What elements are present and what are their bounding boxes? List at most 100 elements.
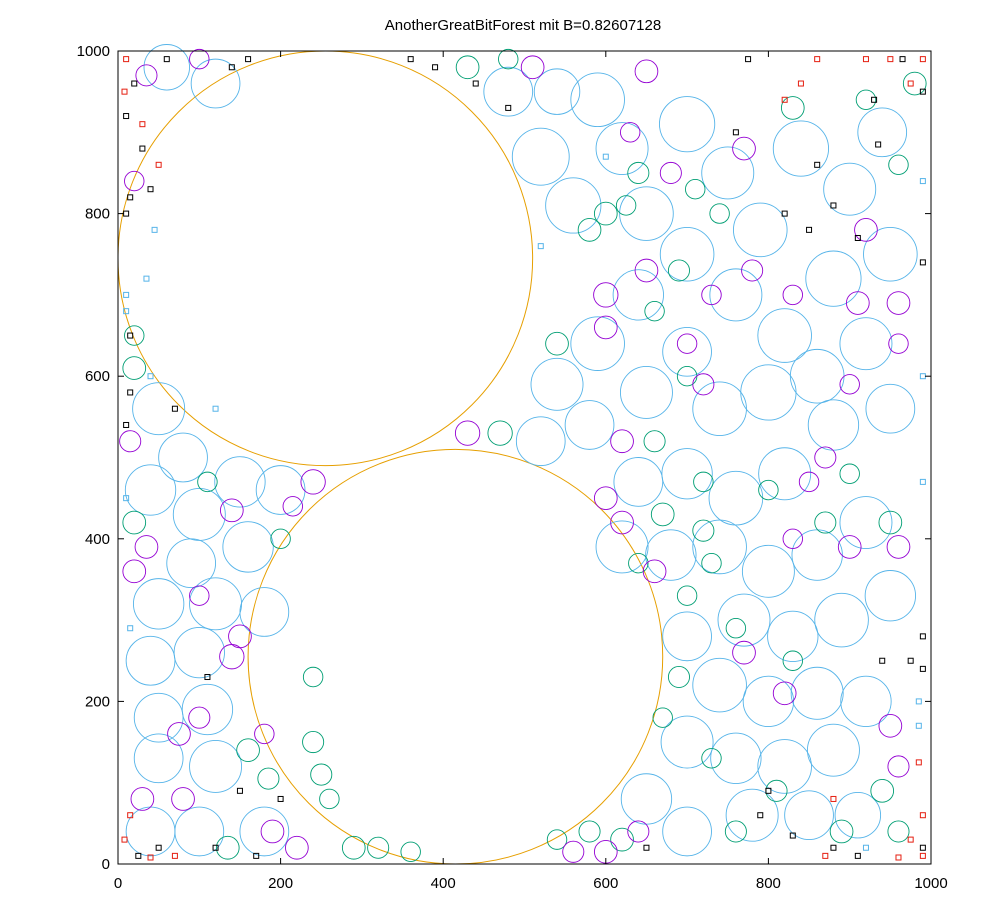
data-point-tiny-4-31 [919, 259, 926, 266]
data-point-small-3-37 [878, 713, 903, 738]
x-tick-label-3: 600 [593, 875, 618, 892]
data-point-medium-1-42 [662, 611, 712, 662]
data-point-small-2-43 [701, 552, 722, 574]
data-point-medium-1-60 [214, 456, 266, 508]
data-point-small-3-16 [593, 282, 619, 308]
data-point-small-2-53 [215, 835, 240, 860]
data-point-small-2-20 [610, 827, 634, 852]
data-point-small-3-46 [701, 284, 722, 306]
data-point-tiny-5-9 [907, 836, 914, 843]
data-point-medium-1-61 [255, 465, 306, 515]
data-point-small-2-37 [122, 356, 147, 380]
data-point-small-3-28 [845, 291, 870, 315]
data-point-small-2-34 [270, 528, 291, 550]
data-point-medium-1-69 [181, 683, 234, 736]
data-point-small-2-36 [122, 510, 147, 535]
data-point-tiny-5-0 [123, 56, 130, 63]
data-point-tiny-4-30 [854, 234, 861, 241]
data-point-tiny-4-6 [127, 332, 134, 339]
data-point-tiny-5-14 [887, 56, 894, 63]
data-point-tiny-6-12 [915, 698, 922, 705]
data-point-medium-1-2 [570, 72, 625, 128]
data-point-small-2-10 [758, 479, 779, 501]
data-point-tiny-4-15 [163, 56, 170, 63]
data-point-medium-1-68 [125, 635, 176, 686]
data-point-small-2-44 [725, 618, 747, 639]
data-point-tiny-6-13 [915, 722, 922, 729]
data-point-small-2-28 [367, 836, 390, 859]
data-point-small-2-32 [319, 788, 340, 810]
data-point-small-3-32 [782, 528, 803, 550]
data-point-medium-1-37 [839, 496, 893, 550]
data-point-small-3-35 [732, 640, 756, 665]
data-point-small-3-47 [886, 291, 911, 315]
data-point-tiny-4-7 [123, 421, 130, 428]
data-point-small-3-43 [634, 59, 659, 84]
data-point-small-2-22 [546, 829, 568, 850]
data-point-medium-1-49 [710, 732, 762, 784]
data-point-small-2-18 [701, 748, 722, 769]
data-point-tiny-4-1 [432, 64, 439, 71]
data-point-tiny-6-1 [123, 308, 130, 315]
data-point-small-3-53 [254, 723, 275, 745]
data-point-medium-1-3 [595, 122, 649, 176]
y-tick-label-2: 400 [85, 531, 110, 548]
data-point-small-3-33 [837, 535, 862, 559]
data-point-tiny-4-38 [765, 787, 772, 794]
data-point-small-2-4 [644, 300, 665, 322]
x-tick-label-1: 200 [268, 875, 293, 892]
data-point-small-3-36 [772, 681, 797, 706]
data-point-small-2-7 [693, 471, 714, 493]
data-point-small-3-19 [692, 373, 715, 396]
data-point-medium-1-76 [515, 416, 566, 467]
data-point-medium-1-63 [166, 538, 217, 589]
data-point-tiny-5-17 [797, 80, 804, 87]
data-point-tiny-4-44 [732, 129, 739, 136]
data-point-medium-1-0 [511, 127, 570, 186]
data-point-medium-1-66 [239, 587, 290, 637]
data-point-small-2-49 [685, 179, 706, 200]
series-small-3 [119, 48, 911, 864]
data-point-small-3-15 [593, 315, 618, 340]
data-point-tiny-4-40 [789, 832, 796, 839]
data-point-medium-1-52 [662, 806, 712, 857]
data-point-medium-1-15 [659, 226, 715, 282]
data-point-medium-1-19 [564, 400, 615, 450]
data-point-medium-1-29 [708, 470, 764, 526]
data-point-tiny-4-41 [830, 844, 837, 851]
data-point-small-3-26 [782, 284, 803, 306]
data-point-tiny-4-27 [919, 633, 926, 640]
data-point-tiny-6-8 [602, 153, 609, 160]
data-point-small-3-27 [854, 218, 878, 242]
data-point-small-2-41 [545, 331, 569, 356]
data-point-medium-1-13 [757, 308, 812, 363]
data-point-tiny-4-13 [212, 844, 219, 851]
data-point-medium-1-57 [158, 432, 208, 483]
data-point-medium-1-40 [767, 610, 819, 663]
data-point-medium-1-33 [645, 529, 697, 581]
data-point-tiny-6-3 [147, 373, 154, 380]
data-point-tiny-5-16 [814, 56, 821, 63]
data-point-tiny-5-4 [121, 836, 128, 843]
data-point-tiny-5-18 [781, 96, 788, 103]
data-point-medium-1-4 [619, 186, 674, 241]
data-point-medium-1-59 [172, 487, 226, 541]
data-point-tiny-5-7 [171, 852, 178, 859]
data-point-small-2-21 [578, 820, 601, 843]
data-point-tiny-4-26 [919, 665, 926, 672]
data-point-medium-1-27 [807, 399, 860, 451]
data-point-small-3-45 [659, 161, 682, 184]
data-point-medium-1-73 [125, 806, 176, 857]
data-point-small-2-55 [257, 767, 280, 790]
data-point-small-3-10 [188, 706, 211, 729]
data-point-tiny-4-0 [407, 56, 414, 63]
data-point-small-3-23 [642, 559, 667, 584]
data-point-medium-1-34 [692, 519, 747, 575]
data-point-tiny-5-12 [919, 56, 926, 63]
data-point-small-3-18 [676, 333, 698, 354]
data-point-medium-1-58 [124, 464, 177, 516]
data-point-small-2-47 [855, 89, 877, 110]
data-point-tiny-4-20 [147, 186, 154, 193]
data-point-medium-1-50 [660, 715, 714, 769]
